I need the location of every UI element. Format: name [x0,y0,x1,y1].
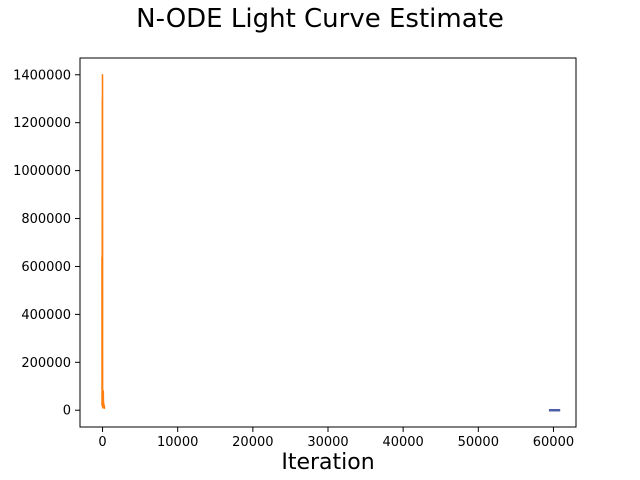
y-tick-label: 200000 [21,356,71,371]
x-tick-label: 40000 [382,435,423,450]
x-tick-label: 20000 [232,435,273,450]
series-line-2 [101,74,106,410]
y-tick-label: 1000000 [13,164,71,179]
x-axis-label: Iteration [281,450,375,475]
y-tick-label: 0 [63,404,71,419]
y-tick-label: 600000 [21,260,71,275]
x-tick-label: 10000 [157,435,198,450]
y-tick-label: 1200000 [13,116,71,131]
y-tick-label: 400000 [21,308,71,323]
x-tick-label: 0 [98,435,106,450]
y-tick-label: 800000 [21,212,71,227]
x-tick-label: 60000 [533,435,574,450]
chart-title: N-ODE Light Curve Estimate [136,4,504,34]
plot-frame [79,57,577,428]
x-tick-label: 30000 [307,435,348,450]
y-tick-label: 1400000 [13,68,71,83]
x-tick-label: 50000 [458,435,499,450]
